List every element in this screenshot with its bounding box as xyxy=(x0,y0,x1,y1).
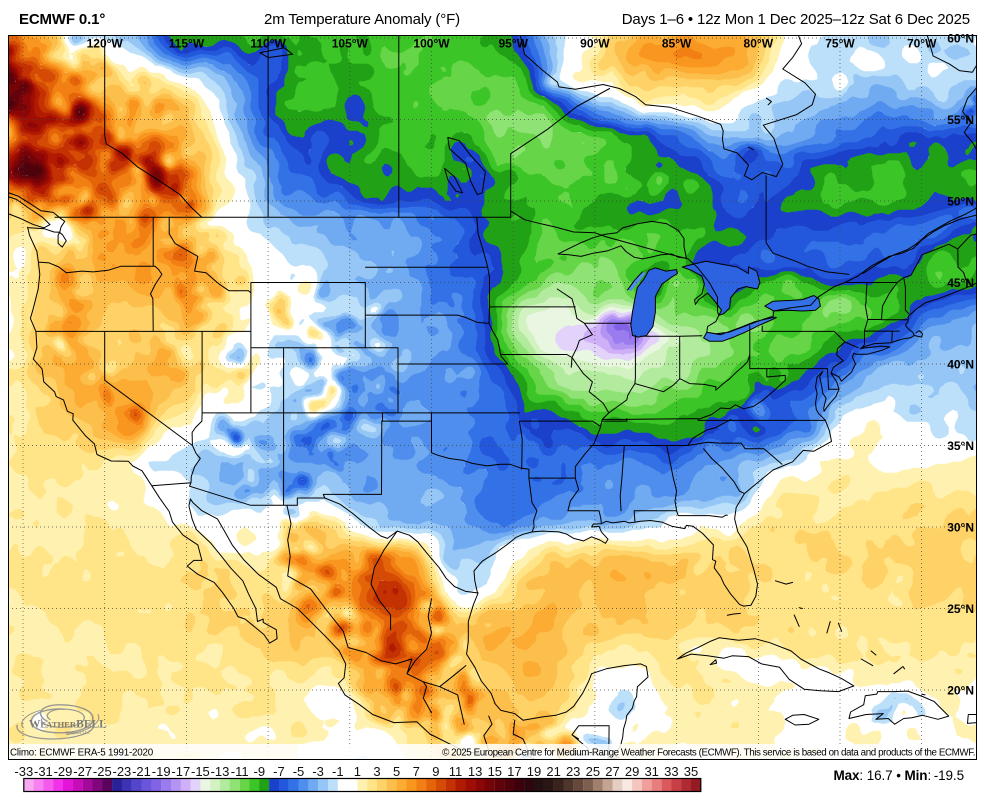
svg-text:120°W: 120°W xyxy=(87,37,124,51)
svg-text:25°N: 25°N xyxy=(947,602,974,616)
svg-text:20°N: 20°N xyxy=(947,684,974,698)
svg-text:115°W: 115°W xyxy=(169,37,205,51)
svg-text:-25: -25 xyxy=(93,764,112,779)
svg-text:-19: -19 xyxy=(152,764,171,779)
svg-text:-9: -9 xyxy=(254,764,266,779)
svg-text:-3: -3 xyxy=(312,764,324,779)
svg-text:-23: -23 xyxy=(113,764,132,779)
svg-text:35: 35 xyxy=(684,764,698,779)
svg-text:-7: -7 xyxy=(273,764,285,779)
svg-text:75°W: 75°W xyxy=(825,37,855,51)
svg-text:29: 29 xyxy=(625,764,639,779)
svg-text:80°W: 80°W xyxy=(744,37,774,51)
svg-text:23: 23 xyxy=(566,764,580,779)
svg-text:Climo: ECMWF ERA-5 1991-2020: Climo: ECMWF ERA-5 1991-2020 xyxy=(10,748,154,759)
svg-text:21: 21 xyxy=(546,764,560,779)
svg-text:27: 27 xyxy=(605,764,619,779)
svg-text:105°W: 105°W xyxy=(332,37,369,51)
svg-text:Analytics LLC: Analytics LLC xyxy=(65,730,91,735)
svg-text:31: 31 xyxy=(644,764,658,779)
svg-text:55°N: 55°N xyxy=(947,113,974,127)
svg-text:© 2025 European Centre for Med: © 2025 European Centre for Medium-Range … xyxy=(442,748,975,759)
svg-text:11: 11 xyxy=(449,764,463,779)
svg-text:5: 5 xyxy=(393,764,400,779)
svg-text:70°W: 70°W xyxy=(907,37,937,51)
svg-text:19: 19 xyxy=(527,764,541,779)
svg-text:WEATHERBELL: WEATHERBELL xyxy=(29,718,107,730)
svg-text:-31: -31 xyxy=(34,764,53,779)
svg-text:30°N: 30°N xyxy=(947,521,974,535)
svg-text:110°W: 110°W xyxy=(250,37,286,51)
svg-text:15: 15 xyxy=(488,764,502,779)
svg-text:45°N: 45°N xyxy=(947,276,974,290)
svg-text:-17: -17 xyxy=(171,764,190,779)
svg-text:40°N: 40°N xyxy=(947,358,974,372)
svg-text:1: 1 xyxy=(354,764,361,779)
svg-text:9: 9 xyxy=(432,764,439,779)
svg-text:3: 3 xyxy=(373,764,380,779)
svg-text:-27: -27 xyxy=(73,764,92,779)
svg-text:7: 7 xyxy=(413,764,420,779)
svg-text:25: 25 xyxy=(586,764,600,779)
svg-text:100°W: 100°W xyxy=(413,37,450,51)
svg-text:85°W: 85°W xyxy=(662,37,692,51)
svg-text:13: 13 xyxy=(468,764,482,779)
svg-text:-1: -1 xyxy=(332,764,344,779)
svg-text:50°N: 50°N xyxy=(947,195,974,209)
svg-text:-13: -13 xyxy=(211,764,230,779)
svg-text:-29: -29 xyxy=(54,764,73,779)
svg-text:-33: -33 xyxy=(14,764,33,779)
svg-text:-15: -15 xyxy=(191,764,210,779)
svg-text:-11: -11 xyxy=(231,764,249,779)
svg-text:35°N: 35°N xyxy=(947,439,974,453)
svg-text:95°W: 95°W xyxy=(498,37,528,51)
svg-text:-5: -5 xyxy=(293,764,305,779)
svg-text:90°W: 90°W xyxy=(580,37,610,51)
svg-text:17: 17 xyxy=(507,764,521,779)
svg-text:-21: -21 xyxy=(132,764,151,779)
svg-text:33: 33 xyxy=(664,764,678,779)
